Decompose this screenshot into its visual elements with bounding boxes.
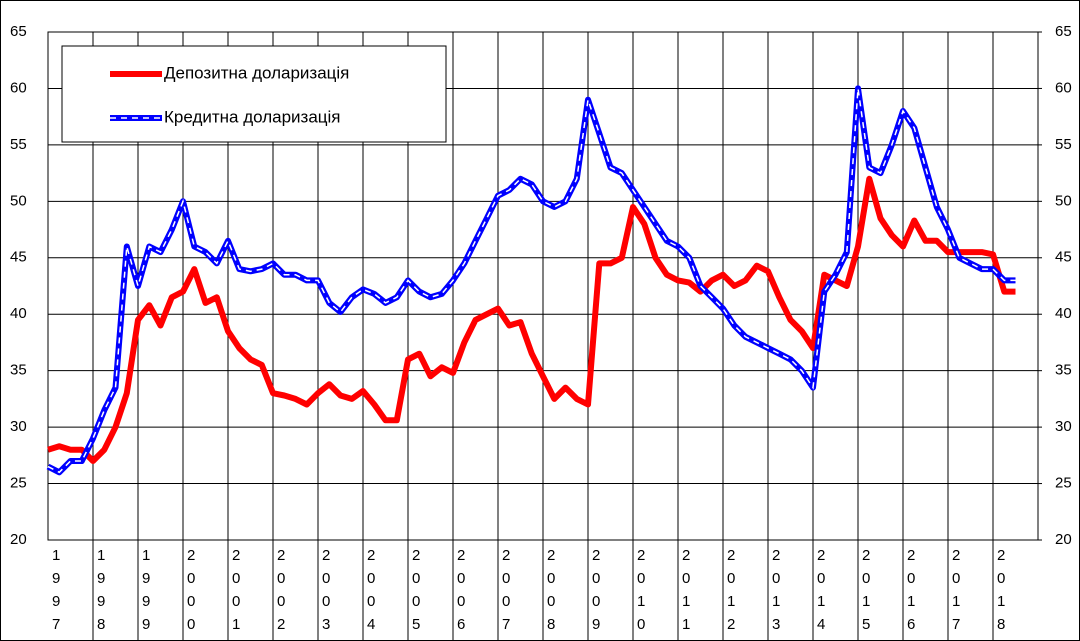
legend-box	[61, 45, 447, 143]
y2-tick-label: 40	[1055, 305, 1072, 322]
legend-label: Кредитна доларизація	[164, 107, 341, 126]
y2-tick-label: 25	[1055, 475, 1072, 492]
y2-tick-label: 55	[1055, 136, 1072, 153]
y-tick-label: 25	[10, 475, 27, 492]
y2-tick-label: 20	[1055, 531, 1072, 548]
y-tick-label: 60	[10, 79, 27, 96]
y-tick-label: 40	[10, 305, 27, 322]
legend-label: Депозитна доларизація	[164, 63, 349, 82]
y-tick-label: 30	[10, 418, 27, 435]
y-tick-label: 65	[10, 23, 27, 40]
y-tick-label: 55	[10, 136, 27, 153]
y2-tick-label: 50	[1055, 192, 1072, 209]
series-line-dash	[47, 88, 1016, 474]
y2-tick-label: 65	[1055, 23, 1072, 40]
y-tick-label: 35	[10, 362, 27, 379]
y2-tick-label: 30	[1055, 418, 1072, 435]
y2-tick-label: 35	[1055, 362, 1072, 379]
y-tick-label: 50	[10, 192, 27, 209]
y2-tick-label: 60	[1055, 79, 1072, 96]
series-line	[47, 175, 1016, 464]
y-tick-label: 20	[10, 531, 27, 548]
y-tick-label: 45	[10, 249, 27, 266]
y2-tick-label: 45	[1055, 249, 1072, 266]
